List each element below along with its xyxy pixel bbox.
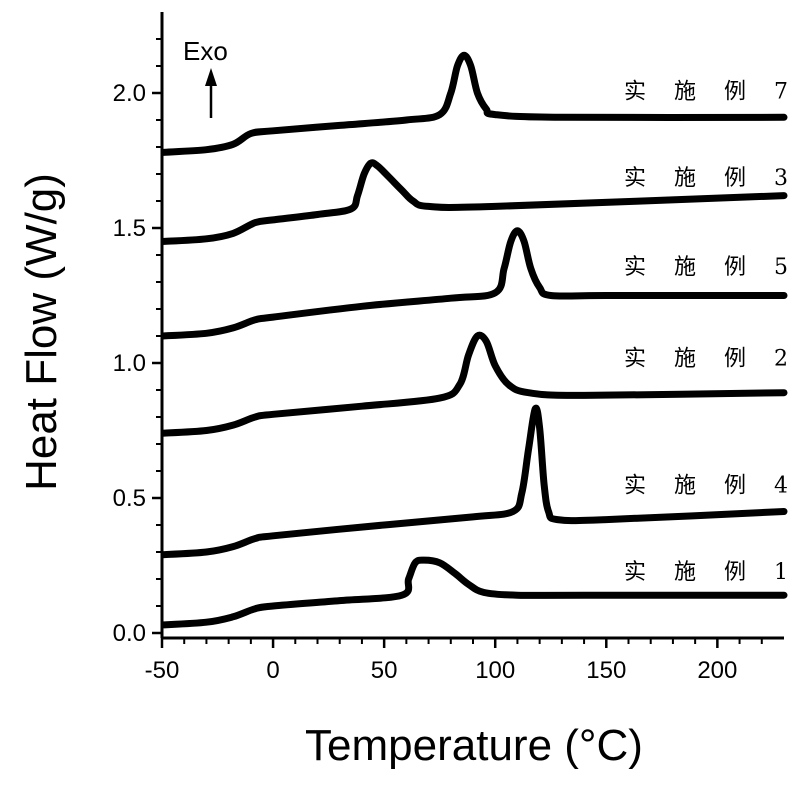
x-tick-label: 0 — [266, 657, 279, 684]
series-curve-3 — [162, 331, 788, 437]
x-tick-label: -50 — [145, 657, 180, 684]
y-axis-title: Heat Flow (W/g) — [17, 173, 66, 491]
exo-annotation: Exo — [183, 36, 228, 118]
series-curve-1 — [162, 159, 788, 245]
series-curve-2 — [162, 227, 788, 340]
exo-arrow-head — [205, 68, 217, 86]
y-tick-label: 0.0 — [113, 620, 146, 647]
x-tick-label: 200 — [697, 657, 737, 684]
axes — [160, 12, 784, 640]
y-tick-label: 1.0 — [113, 350, 146, 377]
y-tick-label: 0.5 — [113, 485, 146, 512]
x-tick-label: 100 — [475, 657, 515, 684]
series-label-2: 实 施 例 5 — [624, 255, 788, 280]
series-label-4: 实 施 例 4 — [624, 474, 788, 499]
y-tick-label: 2.0 — [113, 80, 146, 107]
series-label-0: 实 施 例 7 — [624, 79, 788, 104]
y-tick-label: 1.5 — [113, 215, 146, 242]
series-curve-5 — [162, 556, 788, 629]
series-curve-0 — [162, 51, 788, 156]
series-layer — [162, 51, 788, 629]
x-axis-title: Temperature (°C) — [305, 721, 643, 770]
ticks: -50 0 50 100 150 200 0.0 0.5 1.0 1.5 2.0 — [113, 38, 763, 684]
series-labels: 实 施 例 7 实 施 例 3 实 施 例 5 实 施 例 2 实 施 例 4 实 施 例… — [624, 79, 788, 585]
x-tick-label: 150 — [586, 657, 626, 684]
series-label-3: 实 施 例 2 — [624, 347, 788, 372]
series-curve-4 — [162, 404, 788, 559]
exo-label: Exo — [183, 36, 228, 66]
series-label-5: 实 施 例 1 — [624, 560, 788, 585]
series-label-1: 实 施 例 3 — [624, 166, 788, 191]
x-tick-label: 50 — [371, 657, 398, 684]
